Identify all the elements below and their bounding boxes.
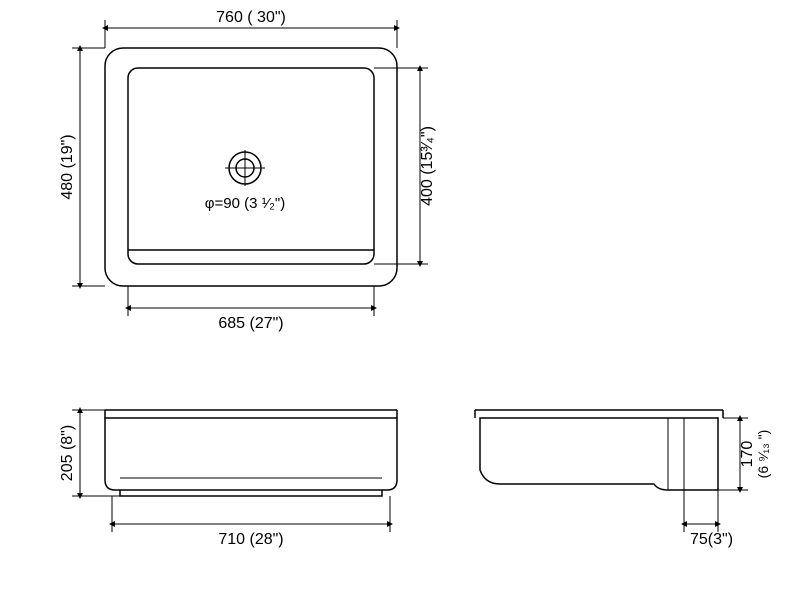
- dim-side-height-imp: (6 ⁹⁄₁₃ "): [755, 430, 771, 479]
- dim-front-width: 710 (28"): [218, 531, 283, 548]
- dim-side-height: 170: [739, 441, 756, 468]
- frontview-body: [105, 418, 397, 490]
- dim-right-height: 400 (15³⁄₄"): [419, 126, 436, 206]
- dim-front-height: 205 (8"): [59, 425, 76, 481]
- dim-inner-width: 685 (27"): [218, 315, 283, 332]
- technical-drawing: φ=90 (3 ¹⁄₂") 760 ( 30") 480 (19") 400 (…: [0, 0, 786, 604]
- dim-left-height: 480 (19"): [59, 134, 76, 199]
- frontview-apron: [120, 490, 382, 496]
- dim-drain: φ=90 (3 ¹⁄₂"): [205, 195, 286, 212]
- dim-top-width: 760 ( 30"): [216, 9, 286, 26]
- topview-inner-rect: [128, 68, 374, 264]
- sideview-body: [480, 418, 718, 490]
- dim-side-lip: 75(3"): [690, 531, 733, 548]
